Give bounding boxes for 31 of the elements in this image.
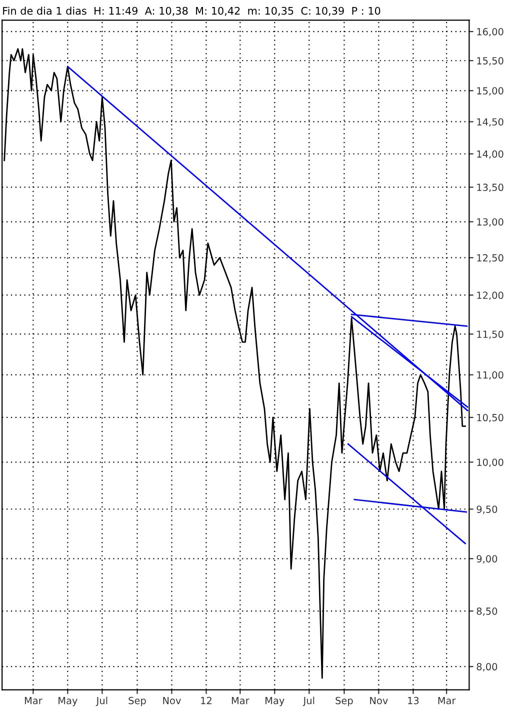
y-tick-label: 16,00: [477, 28, 504, 36]
y-tick-label: 9,00: [476, 555, 498, 564]
x-tick-label: 13: [408, 696, 419, 704]
x-tick-label: May: [266, 697, 284, 706]
y-tick-label: 13,00: [477, 218, 504, 227]
x-tick-label: Mar: [438, 697, 456, 704]
y-tick-label: 11,50: [477, 330, 504, 339]
x-tick-label: Sep: [128, 696, 146, 706]
y-tick-label: 10,50: [477, 414, 504, 422]
x-tick-label: May: [58, 697, 78, 706]
x-tick-label: Mar: [24, 697, 42, 704]
y-tick-label: 13,50: [477, 184, 504, 192]
y-tick-label: 10,00: [477, 458, 504, 467]
y-tick-label: 15,00: [477, 87, 504, 96]
x-tick-label: Mar: [232, 697, 250, 704]
chart-title: Fin de dia 1 dias H: 11:49 A: 10,38 M: 10,42 m: 10,35 C: 10,39 P : 10: [3, 6, 380, 16]
x-tick-label: Jul: [302, 696, 314, 706]
y-tick-label: 14,50: [477, 118, 504, 127]
y-tick-label: 11,00: [477, 371, 504, 380]
x-tick-label: 12: [201, 696, 212, 704]
y-tick-label: 14,00: [477, 150, 504, 159]
y-tick-label: 8,00: [476, 663, 498, 672]
x-tick-label: Nov: [370, 697, 388, 704]
y-tick-label: 9,50: [476, 506, 498, 514]
y-tick-label: 8,50: [476, 608, 498, 616]
x-tick-label: Sep: [336, 696, 353, 706]
y-tick-label: 15,50: [477, 57, 504, 66]
x-tick-label: Jul: [96, 696, 108, 706]
y-tick-label: 12,00: [477, 292, 504, 300]
x-tick-label: Nov: [163, 697, 181, 704]
y-tick-label: 12,50: [477, 254, 504, 263]
